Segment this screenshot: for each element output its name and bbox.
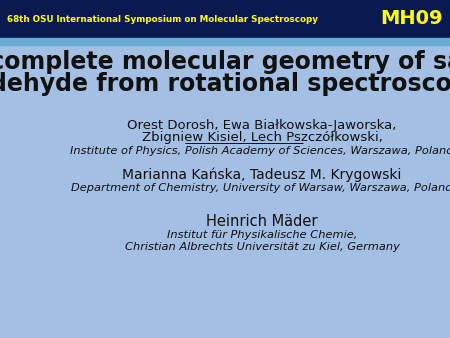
Bar [0,0,450,38]
Text: 68th OSU International Symposium on Molecular Spectroscopy: 68th OSU International Symposium on Mole… [7,15,318,24]
Bar [0,38,450,45]
Text: Zbigniew Kisiel, Lech Pszczółkowski,: Zbigniew Kisiel, Lech Pszczółkowski, [142,131,382,145]
Text: Department of Chemistry, University of Warsaw, Warszawa, Poland: Department of Chemistry, University of W… [71,183,450,193]
Text: Institute of Physics, Polish Academy of Sciences, Warszawa, Poland: Institute of Physics, Polish Academy of … [70,146,450,156]
Text: Marianna Kańska, Tadeusz M. Krygowski: Marianna Kańska, Tadeusz M. Krygowski [122,168,402,182]
Text: Heinrich Mäder: Heinrich Mäder [206,214,318,228]
Text: MH09: MH09 [381,9,443,28]
Text: aldehyde from rotational spectroscopy: aldehyde from rotational spectroscopy [0,72,450,96]
Text: Orest Dorosh, Ewa Białkowska-Jaworska,: Orest Dorosh, Ewa Białkowska-Jaworska, [127,119,397,131]
Text: The complete molecular geometry of salicyl: The complete molecular geometry of salic… [0,50,450,74]
Text: Institut für Physikalische Chemie,: Institut für Physikalische Chemie, [167,230,357,240]
Text: Christian Albrechts Universität zu Kiel, Germany: Christian Albrechts Universität zu Kiel,… [125,242,400,252]
